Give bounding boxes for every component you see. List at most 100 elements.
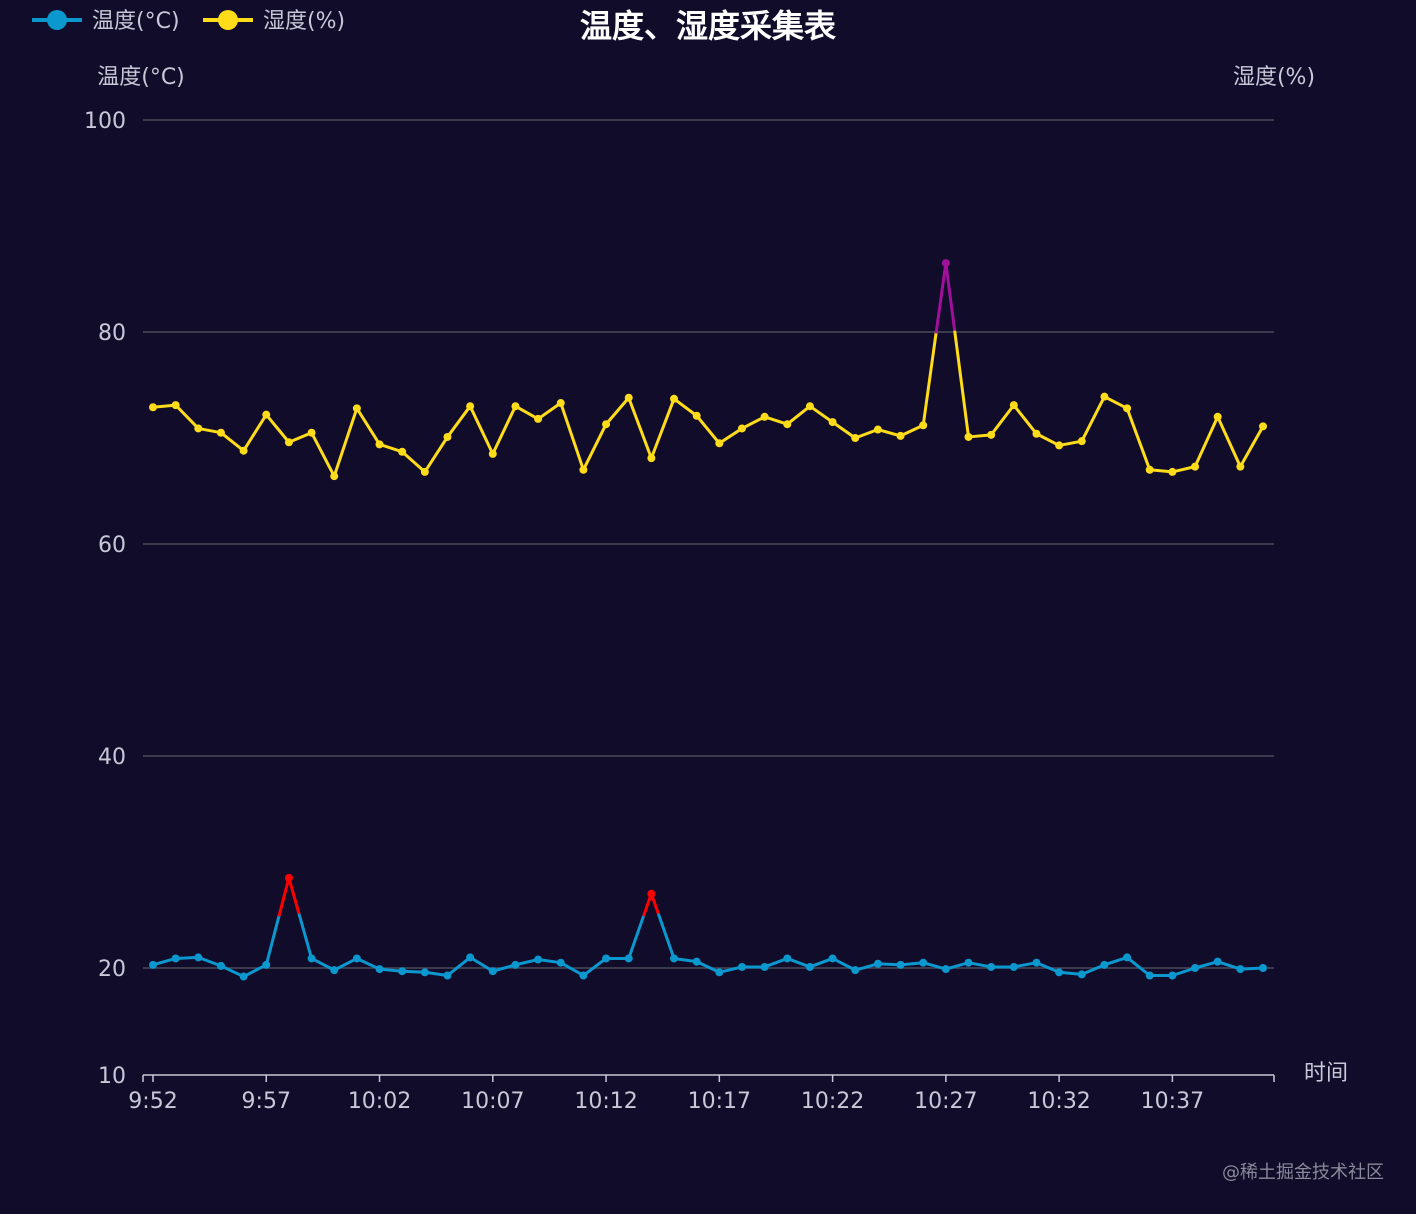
humidity-data-point[interactable] <box>398 447 407 456</box>
humidity-data-point[interactable] <box>670 394 679 403</box>
humidity-data-point[interactable] <box>1100 392 1109 401</box>
temperature-data-point[interactable] <box>1145 971 1154 980</box>
temperature-data-point[interactable] <box>1055 968 1064 977</box>
temperature-data-point[interactable] <box>987 962 996 971</box>
humidity-data-point[interactable] <box>941 259 950 268</box>
temperature-data-point[interactable] <box>919 958 928 967</box>
temperature-data-point[interactable] <box>216 961 225 970</box>
temperature-data-point[interactable] <box>443 971 452 980</box>
humidity-data-point[interactable] <box>624 393 633 402</box>
legend-item-humidity[interactable]: 湿度(%) <box>203 9 345 34</box>
temperature-data-point[interactable] <box>873 959 882 968</box>
humidity-data-point[interactable] <box>987 430 996 439</box>
humidity-data-point[interactable] <box>964 432 973 441</box>
temperature-data-point[interactable] <box>420 968 429 977</box>
humidity-data-point[interactable] <box>216 428 225 437</box>
temperature-data-point[interactable] <box>805 962 814 971</box>
temperature-data-point[interactable] <box>1236 965 1245 974</box>
temperature-data-point[interactable] <box>1168 971 1177 980</box>
temperature-data-point[interactable] <box>624 954 633 963</box>
temperature-data-point[interactable] <box>398 967 407 976</box>
humidity-data-point[interactable] <box>919 421 928 430</box>
humidity-data-point[interactable] <box>783 420 792 429</box>
humidity-data-point[interactable] <box>352 404 361 413</box>
temperature-data-point[interactable] <box>534 955 543 964</box>
temperature-data-point[interactable] <box>941 965 950 974</box>
temperature-data-point[interactable] <box>352 954 361 963</box>
temperature-data-point[interactable] <box>760 962 769 971</box>
temperature-data-point[interactable] <box>737 962 746 971</box>
humidity-data-point[interactable] <box>851 434 860 442</box>
humidity-data-point[interactable] <box>715 439 724 448</box>
temperature-data-point[interactable] <box>1009 962 1018 971</box>
humidity-data-point[interactable] <box>284 438 293 447</box>
temperature-data-point[interactable] <box>488 967 497 976</box>
humidity-data-point[interactable] <box>647 454 656 463</box>
humidity-data-point[interactable] <box>805 402 814 411</box>
humidity-data-point[interactable] <box>1009 401 1018 410</box>
humidity-data-point[interactable] <box>534 414 543 423</box>
temperature-data-point[interactable] <box>194 953 203 962</box>
temperature-data-point[interactable] <box>828 954 837 963</box>
humidity-data-point[interactable] <box>896 431 905 440</box>
temperature-data-point[interactable] <box>896 960 905 969</box>
temperature-data-point[interactable] <box>1191 964 1200 972</box>
temperature-data-point[interactable] <box>964 958 973 967</box>
temperature-data-point[interactable] <box>262 960 271 969</box>
legend[interactable]: 温度(°C) 湿度(%) <box>32 9 345 34</box>
temperature-data-point[interactable] <box>1032 958 1041 967</box>
humidity-data-point[interactable] <box>1213 412 1222 421</box>
humidity-data-point[interactable] <box>828 418 837 427</box>
humidity-data-point[interactable] <box>239 446 248 455</box>
humidity-data-point[interactable] <box>579 465 588 474</box>
legend-item-temperature[interactable]: 温度(°C) <box>32 9 180 34</box>
humidity-data-point[interactable] <box>466 402 475 411</box>
humidity-data-point[interactable] <box>375 440 384 449</box>
temperature-data-point[interactable] <box>579 971 588 980</box>
temperature-data-point[interactable] <box>239 972 248 981</box>
humidity-data-point[interactable] <box>737 424 746 433</box>
humidity-data-point[interactable] <box>1259 422 1267 431</box>
humidity-data-point[interactable] <box>262 410 271 419</box>
humidity-data-point[interactable] <box>511 402 520 411</box>
temperature-data-point[interactable] <box>1100 960 1109 969</box>
temperature-data-point[interactable] <box>715 968 724 977</box>
temperature-data-point[interactable] <box>670 954 679 963</box>
temperature-data-point[interactable] <box>330 966 339 975</box>
humidity-data-point[interactable] <box>1236 462 1245 471</box>
temperature-data-point[interactable] <box>692 957 701 966</box>
humidity-data-point[interactable] <box>1077 437 1086 446</box>
humidity-data-point[interactable] <box>1191 462 1200 471</box>
humidity-data-point[interactable] <box>1168 467 1177 476</box>
humidity-data-point[interactable] <box>873 425 882 434</box>
temperature-data-point[interactable] <box>1259 964 1267 972</box>
temperature-data-point[interactable] <box>171 954 180 963</box>
temperature-data-point[interactable] <box>1213 957 1222 966</box>
humidity-data-point[interactable] <box>330 472 339 481</box>
humidity-data-point[interactable] <box>556 399 565 408</box>
temperature-data-point[interactable] <box>851 966 860 975</box>
temperature-data-point[interactable] <box>375 965 384 974</box>
temperature-data-point[interactable] <box>647 889 656 898</box>
temperature-data-point[interactable] <box>1077 970 1086 979</box>
humidity-data-point[interactable] <box>692 411 701 420</box>
humidity-data-point[interactable] <box>1145 465 1154 474</box>
humidity-data-point[interactable] <box>194 424 203 433</box>
temperature-data-point[interactable] <box>466 953 475 962</box>
humidity-data-point[interactable] <box>443 432 452 441</box>
temperature-data-point[interactable] <box>556 958 565 967</box>
temperature-data-point[interactable] <box>511 960 520 969</box>
humidity-data-point[interactable] <box>1055 441 1064 450</box>
humidity-data-point[interactable] <box>420 467 429 476</box>
humidity-data-point[interactable] <box>488 449 497 458</box>
humidity-data-point[interactable] <box>171 401 180 410</box>
humidity-data-point[interactable] <box>1032 429 1041 438</box>
humidity-data-point[interactable] <box>1123 404 1132 413</box>
humidity-data-point[interactable] <box>307 428 316 437</box>
humidity-data-point[interactable] <box>149 403 157 412</box>
temperature-data-point[interactable] <box>284 873 293 882</box>
humidity-data-point[interactable] <box>602 420 611 429</box>
temperature-data-point[interactable] <box>149 960 157 969</box>
humidity-data-point[interactable] <box>760 412 769 421</box>
temperature-data-point[interactable] <box>783 954 792 963</box>
